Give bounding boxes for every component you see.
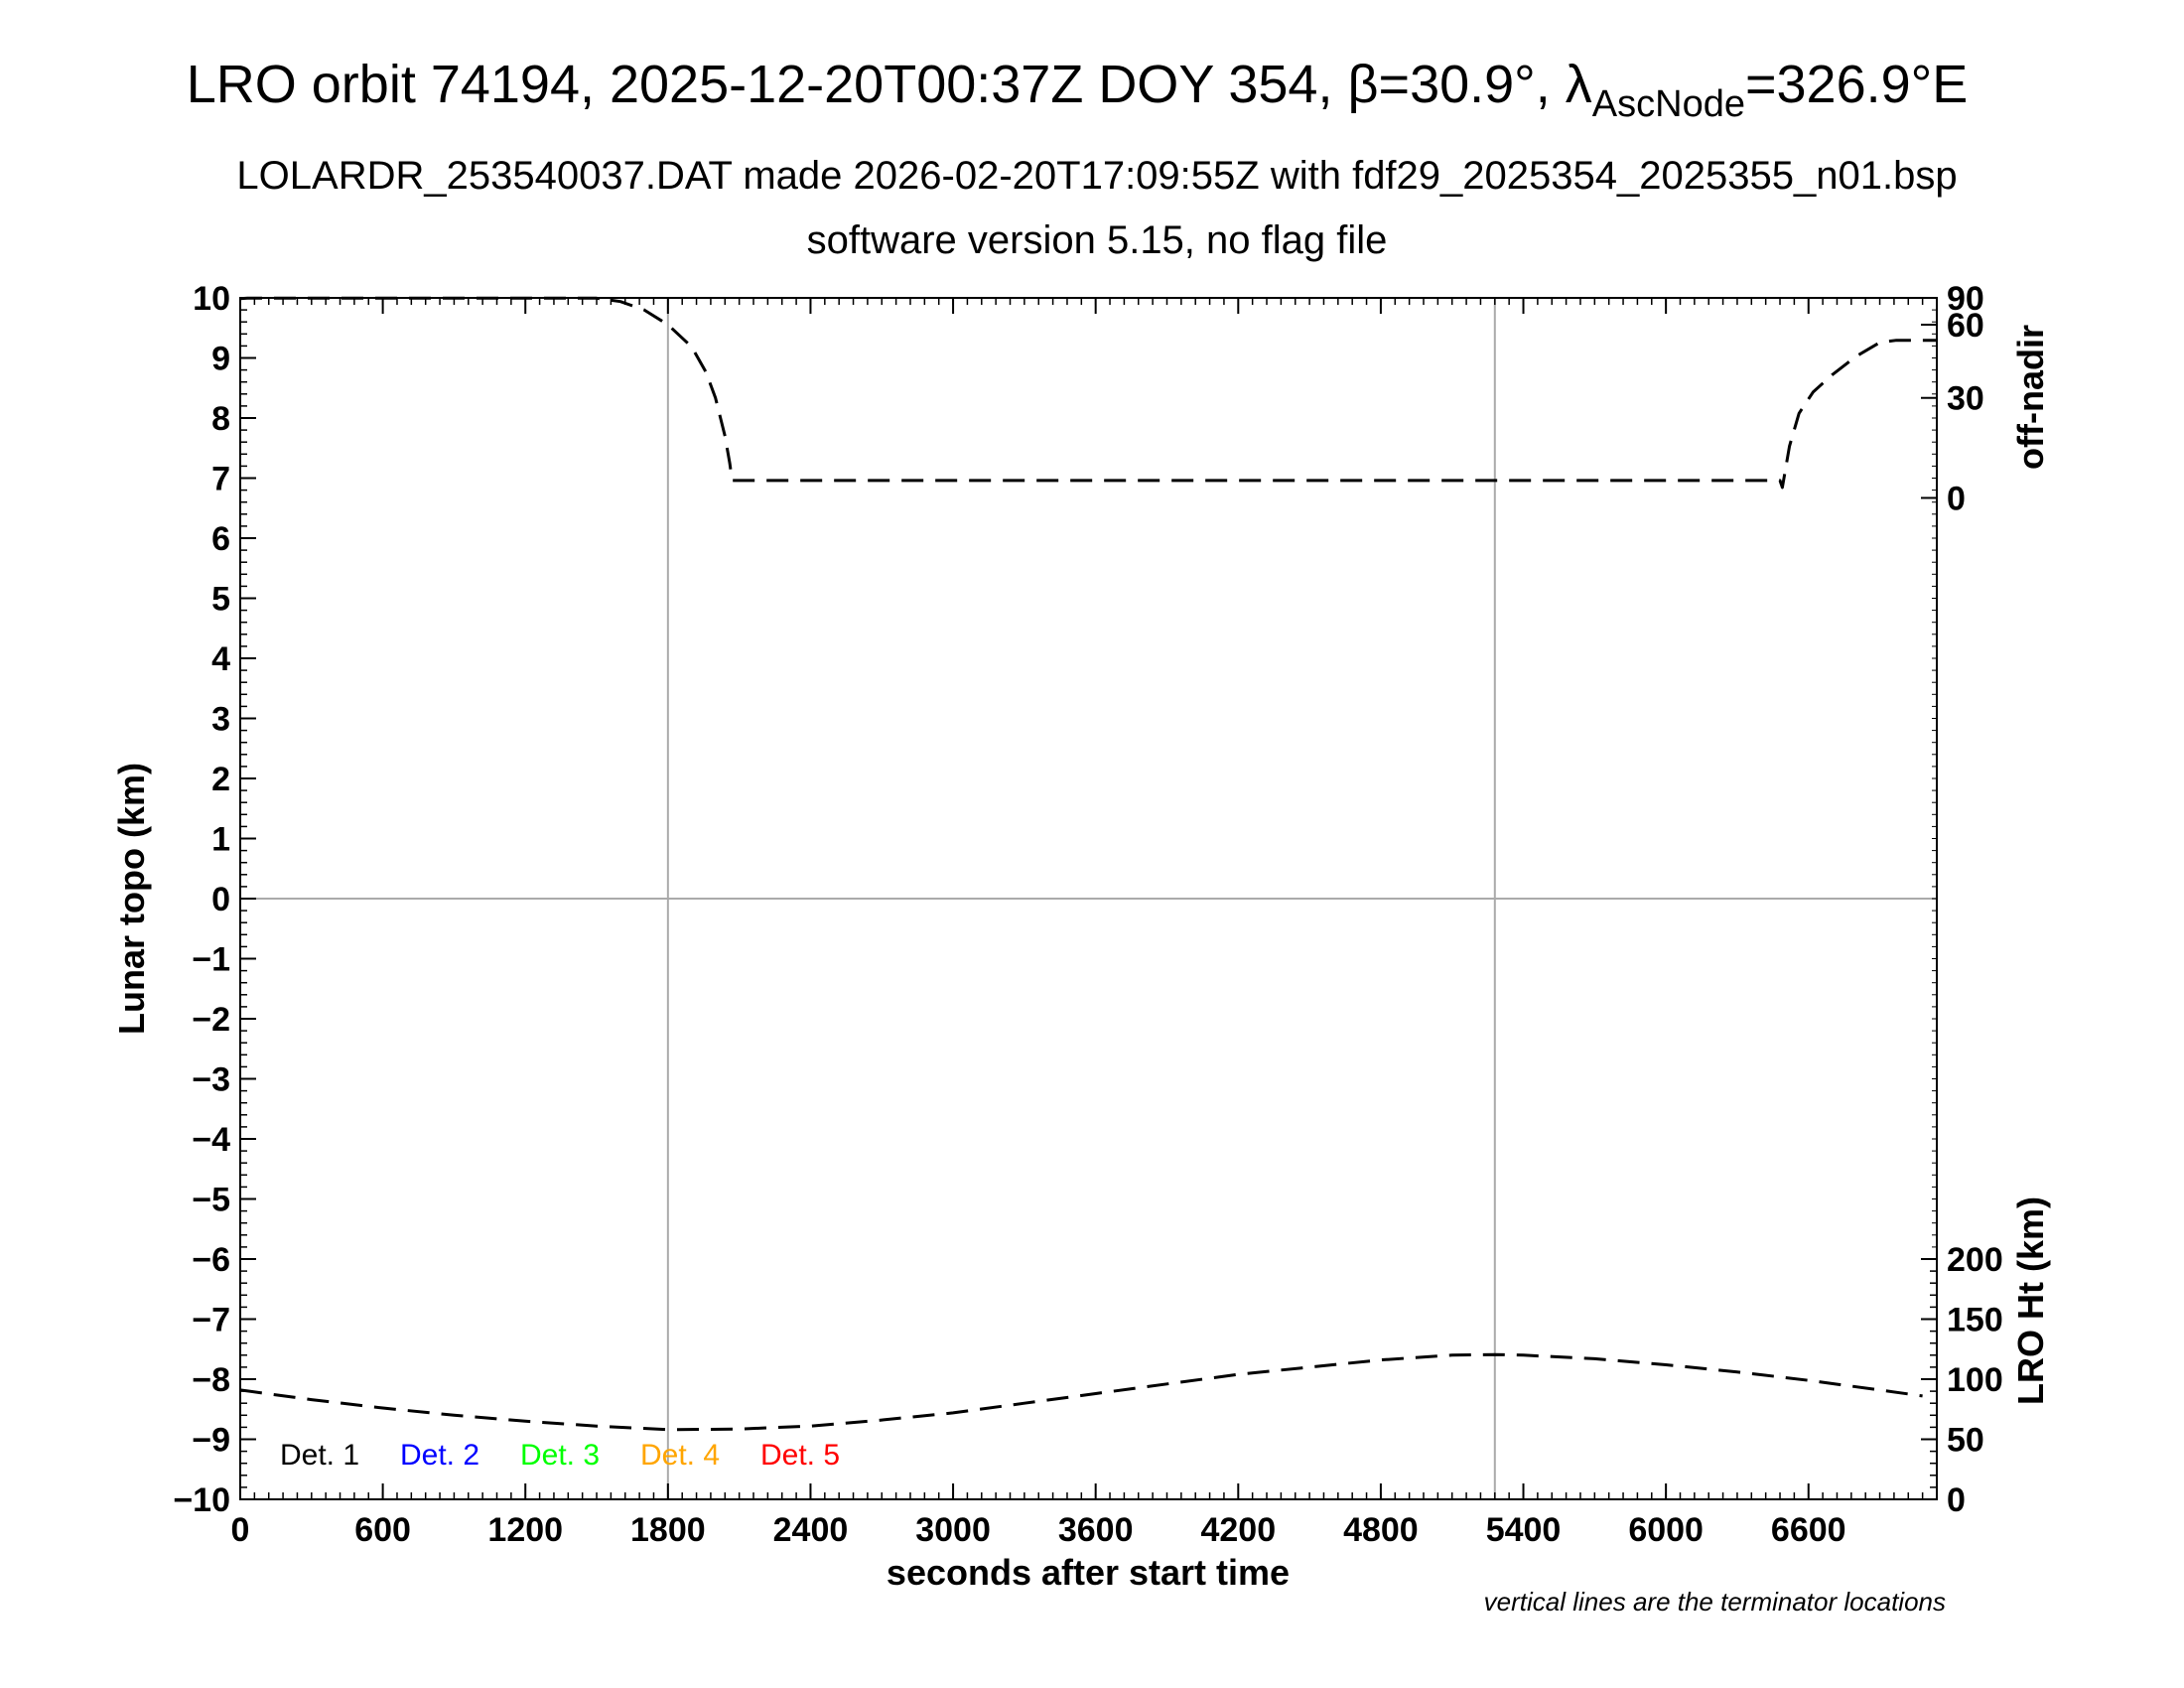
y-tick-label: −10 (173, 1481, 230, 1519)
y-tick-label: −9 (192, 1422, 230, 1460)
height-tick-label: 0 (1947, 1481, 1966, 1519)
lro-height-axis-title: LRO Ht (km) (2010, 1196, 2051, 1405)
lambda-value: =326.9°E (1745, 55, 1968, 114)
x-tick-label: 3000 (915, 1511, 991, 1549)
y-tick-label: 4 (211, 640, 230, 678)
y-tick-label: 5 (211, 581, 230, 619)
x-tick-label: 5400 (1486, 1511, 1562, 1549)
off-nadir-tick-label: 90 (1947, 280, 1984, 318)
x-tick-label: 1800 (630, 1511, 706, 1549)
off-nadir-axis-title: off-nadir (2010, 325, 2051, 470)
y-tick-label: −4 (192, 1121, 230, 1159)
x-tick-label: 6000 (1628, 1511, 1704, 1549)
chart-subtitle-2: software version 5.15, no flag file (807, 218, 1388, 262)
lro-height-series (239, 1352, 1923, 1432)
legend-entry: Det. 2 (400, 1439, 479, 1472)
y-tick-label: −7 (192, 1302, 230, 1339)
beta-value: =30.9°, (1379, 55, 1566, 114)
off-nadir-series (239, 296, 1937, 490)
off-nadir-tick-label: 0 (1947, 480, 1966, 517)
legend-entry: Det. 1 (280, 1439, 359, 1472)
y-tick-label: −8 (192, 1361, 230, 1399)
y-tick-label: 10 (193, 280, 230, 318)
height-tick-label: 200 (1947, 1241, 2003, 1279)
y-tick-label: 8 (211, 400, 230, 438)
y-tick-label: 6 (211, 520, 230, 558)
legend-entry: Det. 4 (640, 1439, 720, 1472)
y-tick-label: 2 (211, 761, 230, 798)
y-tick-label: 0 (211, 881, 230, 918)
x-tick-label: 6600 (1771, 1511, 1846, 1549)
off-nadir-tick-label: 30 (1947, 380, 1984, 418)
x-tick-label: 3600 (1058, 1511, 1134, 1549)
x-axis-title: seconds after start time (887, 1552, 1290, 1593)
lambda-subscript: AscNode (1592, 83, 1745, 125)
height-tick-label: 100 (1947, 1361, 2003, 1399)
y-tick-label: −5 (192, 1182, 230, 1219)
y-tick-label: 3 (211, 701, 230, 739)
x-tick-label: 1200 (487, 1511, 563, 1549)
y-axis-title: Lunar topo (km) (111, 763, 152, 1035)
x-tick-label: 4200 (1200, 1511, 1276, 1549)
y-tick-label: 9 (211, 341, 230, 378)
height-tick-label: 50 (1947, 1422, 1984, 1460)
height-tick-label: 150 (1947, 1302, 2003, 1339)
y-tick-label: 1 (211, 821, 230, 859)
x-tick-label: 4800 (1343, 1511, 1419, 1549)
off-nadir-tick-label: 60 (1947, 307, 1984, 345)
x-tick-label: 600 (354, 1511, 411, 1549)
x-tick-label: 0 (231, 1511, 250, 1549)
y-tick-label: 7 (211, 461, 230, 498)
y-tick-label: −2 (192, 1001, 230, 1039)
terminator-note: vertical lines are the terminator locati… (1484, 1587, 1946, 1617)
beta-symbol: β (1347, 55, 1378, 114)
chart-title: LRO orbit 74194, 2025-12-20T00:37Z DOY 3… (187, 55, 1969, 125)
title-prefix: LRO orbit 74194, 2025-12-20T00:37Z DOY 3… (187, 55, 1348, 114)
data-series (239, 296, 1937, 1432)
y-tick-label: −1 (192, 941, 230, 979)
x-tick-label: 2400 (773, 1511, 849, 1549)
legend-entry: Det. 3 (520, 1439, 600, 1472)
lambda-symbol: λ (1566, 55, 1592, 114)
y-tick-label: −6 (192, 1241, 230, 1279)
chart-subtitle: LOLARDR_253540037.DAT made 2026-02-20T17… (236, 154, 1957, 198)
legend: Det. 1 Det. 2 Det. 3 Det. 4 Det. 5 (280, 1439, 840, 1472)
legend-entry: Det. 5 (760, 1439, 840, 1472)
y-tick-label: −3 (192, 1061, 230, 1099)
reference-lines (240, 298, 1937, 1499)
